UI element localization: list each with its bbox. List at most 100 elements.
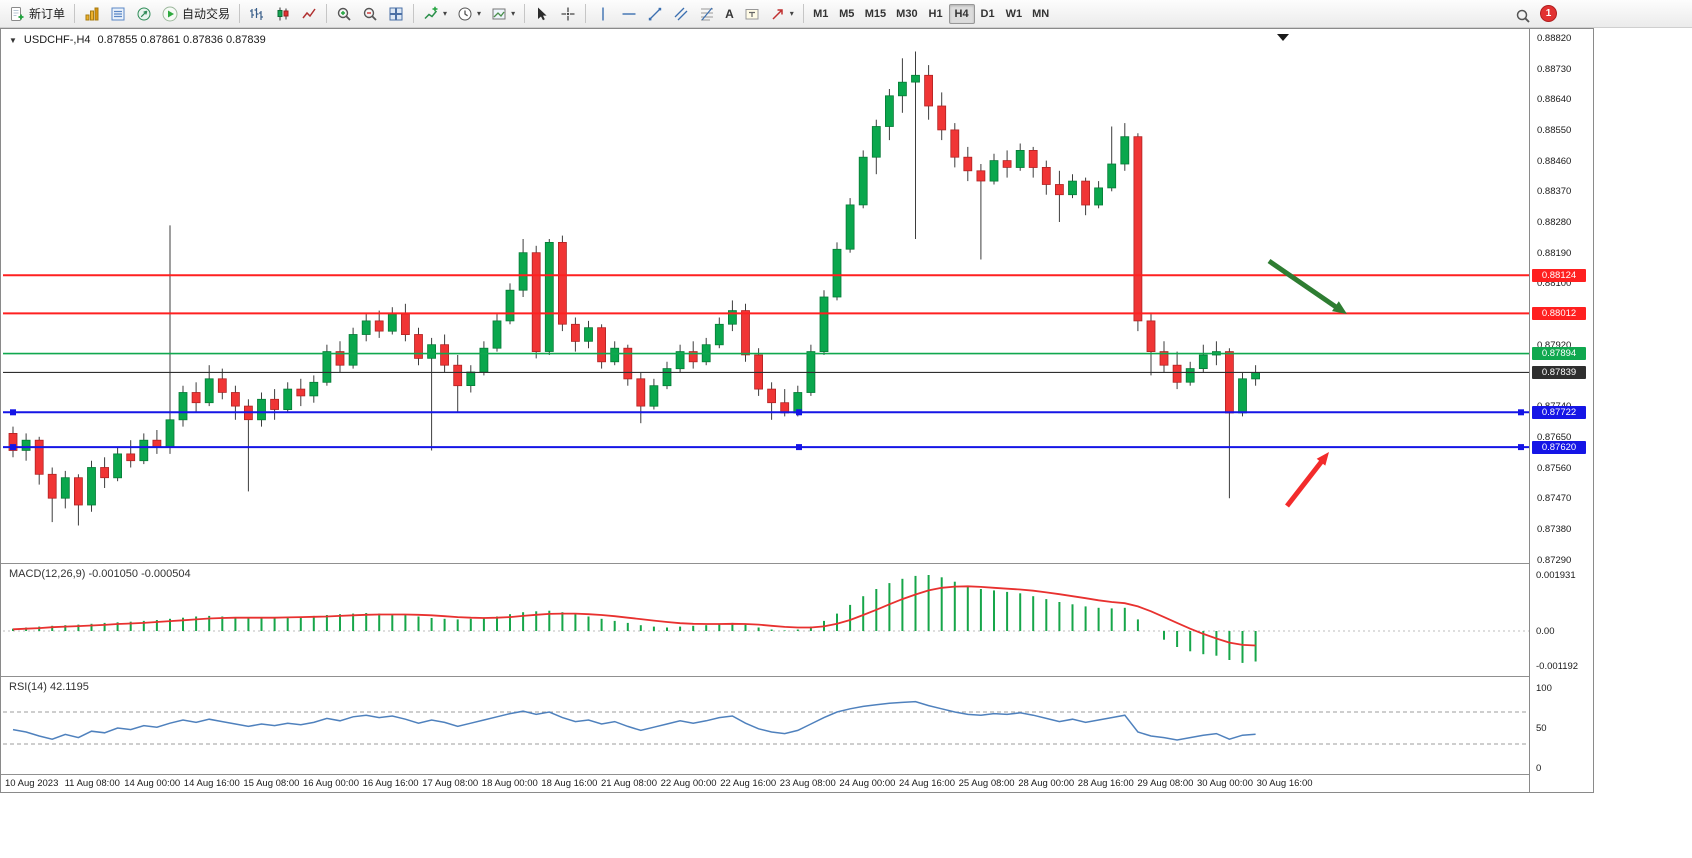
crosshair-button[interactable]	[555, 2, 581, 26]
line-chart-icon	[302, 8, 316, 18]
macd-axis-tick: 0.001931	[1536, 570, 1576, 581]
navigator-icon	[137, 7, 151, 20]
notification-badge[interactable]: 1	[1540, 5, 1557, 22]
auto-trading-label: 自动交易	[182, 7, 231, 21]
timeframe-h4[interactable]: H4	[948, 3, 975, 24]
time-axis[interactable]: 10 Aug 2023 11 Aug 08:00 14 Aug 00:00 14 Au…	[1, 775, 1529, 793]
rsi-label: RSI(14) 42.1195	[9, 681, 89, 693]
price-tick: 0.87650	[1537, 431, 1572, 443]
panel-separator[interactable]	[1, 563, 1593, 566]
new-order-icon	[11, 6, 24, 21]
panel-separator[interactable]	[1, 676, 1593, 679]
timeframe-d1[interactable]: D1	[980, 7, 995, 20]
price-tick: 0.88550	[1537, 124, 1572, 136]
caret-down-icon: ▾	[789, 8, 794, 18]
hline-handle[interactable]	[10, 409, 16, 416]
time-label: 14 Aug 16:00	[183, 778, 240, 789]
bar-chart-icon	[250, 7, 264, 20]
time-label: 10 Aug 2023	[5, 778, 59, 789]
toolbar-separator	[326, 4, 328, 23]
toolbar-separator	[802, 4, 804, 23]
market-watch-button[interactable]	[79, 2, 105, 26]
trendline-icon	[648, 7, 662, 20]
candles[interactable]	[8, 51, 1260, 526]
main-chart-canvas[interactable]	[3, 31, 1529, 564]
rsi-line	[12, 700, 1256, 741]
zoom-in-button[interactable]	[331, 2, 357, 26]
macd-axis-tick: -0.001192	[1536, 660, 1579, 672]
macd-axis-tick: 0.00	[1536, 626, 1555, 637]
candlestick-chart-icon	[277, 7, 289, 20]
hline-handle[interactable]	[10, 444, 16, 451]
price-tick: 0.88190	[1537, 247, 1572, 259]
data-window-button[interactable]	[105, 2, 131, 26]
time-label: 23 Aug 08:00	[779, 778, 836, 789]
search-icon	[1516, 9, 1530, 23]
time-label: 22 Aug 16:00	[720, 778, 777, 789]
green-down-arrow[interactable]	[1267, 258, 1347, 314]
zoom-out-button[interactable]	[357, 2, 383, 26]
auto-trading-icon	[162, 6, 178, 21]
horizontal-line-tool[interactable]	[616, 2, 642, 26]
vertical-line-tool[interactable]	[590, 2, 616, 26]
red-up-arrow[interactable]	[1285, 452, 1329, 508]
arrows-tool-dropdown[interactable]: ▾	[765, 2, 799, 26]
hline-handle[interactable]	[796, 409, 802, 416]
toolbar-separator	[585, 4, 587, 23]
caret-down-icon: ▾	[477, 8, 482, 18]
macd-canvas[interactable]	[3, 566, 1529, 676]
rsi-canvas[interactable]	[3, 679, 1529, 774]
fibonacci-tool[interactable]	[694, 2, 720, 26]
timeframe-mn[interactable]: MN	[1032, 7, 1050, 20]
price-tick: 0.88280	[1537, 217, 1572, 228]
channel-tool[interactable]	[668, 2, 694, 26]
hline-handle[interactable]	[1518, 444, 1524, 451]
auto-trading-button[interactable]: 自动交易	[157, 2, 235, 26]
timeframe-h1[interactable]: H1	[928, 7, 943, 20]
navigator-button[interactable]	[131, 2, 157, 26]
cursor-button[interactable]	[529, 2, 555, 26]
symbol-period-label: USDCHF-,H4	[23, 34, 91, 46]
timeframe-m1[interactable]: M1	[813, 7, 829, 20]
toolbar-separator	[74, 4, 76, 23]
hline-handle[interactable]	[1518, 409, 1524, 416]
text-tool[interactable]: A	[720, 2, 739, 26]
zoom-in-icon	[337, 7, 351, 21]
candlestick-chart-button[interactable]	[270, 2, 296, 26]
line-chart-button[interactable]	[296, 2, 322, 26]
timeframe-m30[interactable]: M30	[896, 7, 918, 20]
periods-dropdown[interactable]: ▾	[452, 2, 486, 26]
time-label: 28 Aug 16:00	[1077, 778, 1134, 789]
chart-shift-marker[interactable]	[1277, 34, 1289, 41]
search-button[interactable]	[1510, 4, 1536, 28]
price-tick: 0.88460	[1537, 155, 1572, 167]
timeframe-m5[interactable]: M5	[839, 7, 855, 20]
indicators-dropdown[interactable]: ▾	[418, 2, 452, 26]
time-label: 28 Aug 00:00	[1018, 778, 1075, 789]
fibonacci-icon	[701, 7, 714, 20]
bar-chart-button[interactable]	[244, 2, 270, 26]
label-tool[interactable]	[739, 2, 765, 26]
time-label: 24 Aug 16:00	[899, 778, 955, 789]
time-label: 15 Aug 08:00	[243, 778, 300, 789]
triangle-down-icon[interactable]: ▼	[9, 35, 17, 45]
tile-windows-button[interactable]	[383, 2, 409, 26]
ohlc-values: 0.87855 0.87861 0.87836 0.87839	[97, 34, 266, 46]
new-order-button[interactable]: 新订单	[4, 2, 70, 26]
hline-handle[interactable]	[796, 444, 802, 451]
price-axis[interactable]: 0.88820 0.88730 0.88640 0.88550 0.88460 0.883…	[1529, 29, 1593, 792]
templates-dropdown[interactable]: ▾	[486, 2, 520, 26]
toolbar-separator	[239, 4, 241, 23]
trendline-tool[interactable]	[642, 2, 668, 26]
template-icon	[492, 8, 506, 19]
toolbar-separator	[413, 4, 415, 23]
timeframe-m15[interactable]: M15	[864, 7, 887, 20]
time-label: 24 Aug 00:00	[839, 778, 896, 789]
text-label-icon	[745, 8, 759, 19]
time-label: 21 Aug 08:00	[601, 778, 657, 789]
timeframe-w1[interactable]: W1	[1005, 7, 1023, 20]
time-axis-border	[1, 774, 1593, 775]
chart-title: ▼ USDCHF-,H4 0.87855 0.87861 0.87836 0.8…	[9, 34, 266, 46]
chart-window: ▼ USDCHF-,H4 0.87855 0.87861 0.87836 0.8…	[0, 28, 1594, 793]
